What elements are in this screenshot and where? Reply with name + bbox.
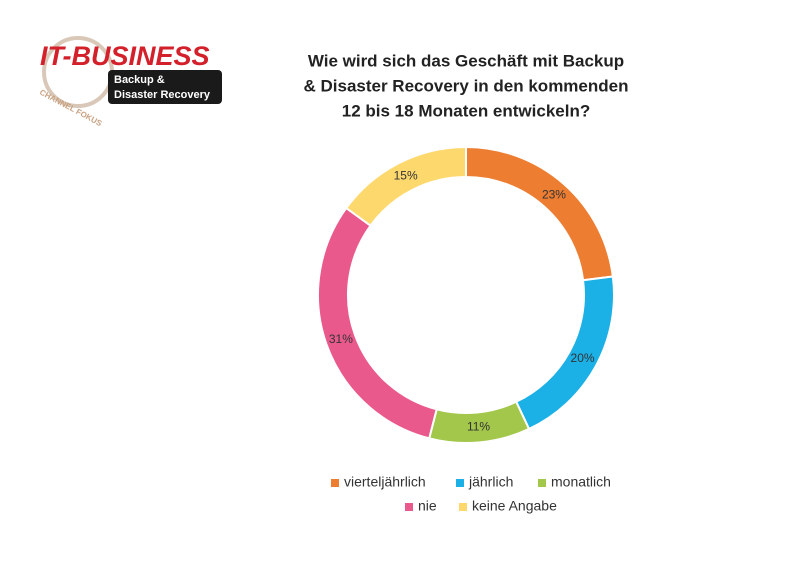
logo-channel: CHANNEL FOKUS (38, 88, 104, 129)
legend-label: keine Angabe (472, 498, 557, 514)
logo-topic: Backup & (114, 74, 165, 86)
legend-swatch (538, 479, 546, 487)
chart-title: Wie wird sich das Geschäft mit Backup (308, 51, 624, 70)
legend-label: vierteljährlich (344, 474, 426, 490)
chart-title: 12 bis 18 Monaten entwickeln? (342, 101, 590, 120)
chart-title: & Disaster Recovery in den kommenden (303, 76, 628, 95)
data-label: 31% (329, 332, 353, 346)
legend-swatch (405, 503, 413, 511)
donut-slice (514, 275, 615, 431)
legend-swatch (331, 479, 339, 487)
logo-box (108, 70, 222, 104)
data-label: 23% (542, 187, 566, 201)
legend-label: jährlich (468, 474, 513, 490)
legend-swatch (459, 503, 467, 511)
legend-label: nie (418, 498, 437, 514)
logo-topic: Disaster Recovery (114, 89, 211, 101)
donut-slice (465, 145, 614, 282)
data-label: 15% (394, 169, 418, 183)
donut-slice (317, 206, 438, 440)
legend-swatch (456, 479, 464, 487)
legend-label: monatlich (551, 474, 611, 490)
data-label: 11% (467, 420, 490, 434)
logo-brand: IT-BUSINESS (40, 41, 210, 71)
data-label: 20% (571, 351, 595, 365)
logo: IT-BUSINESS CHANNEL FOKUS Backup & Disas… (38, 36, 222, 129)
donut-slice (344, 145, 467, 228)
